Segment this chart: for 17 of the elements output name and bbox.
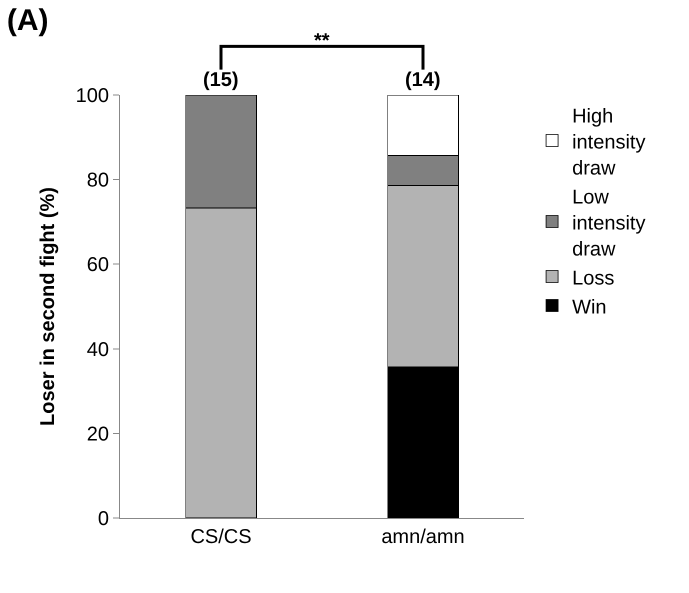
y-tick-label: 80 (86, 170, 109, 192)
annotation: (15) (203, 69, 239, 91)
y-tick-label: 20 (86, 423, 109, 446)
y-tick-label: 100 (76, 85, 109, 107)
y-tick-label: 60 (86, 254, 109, 276)
legend-label: High intensity draw (572, 105, 646, 180)
annotation: (14) (405, 69, 441, 91)
y-tick-label: 0 (98, 508, 109, 530)
y-axis-title: Loser in second fight (%) (37, 187, 60, 426)
legend-label: Loss (572, 267, 614, 290)
legend-label: Low intensity draw (572, 186, 646, 260)
text: ** (314, 30, 330, 52)
x-tick-label: CS/CS (190, 526, 252, 548)
x-tick-label: amn/amn (381, 526, 465, 548)
y-tick-label: 40 (86, 338, 109, 361)
chart-title: (A) (6, 4, 49, 37)
legend-label: Win (572, 296, 607, 318)
